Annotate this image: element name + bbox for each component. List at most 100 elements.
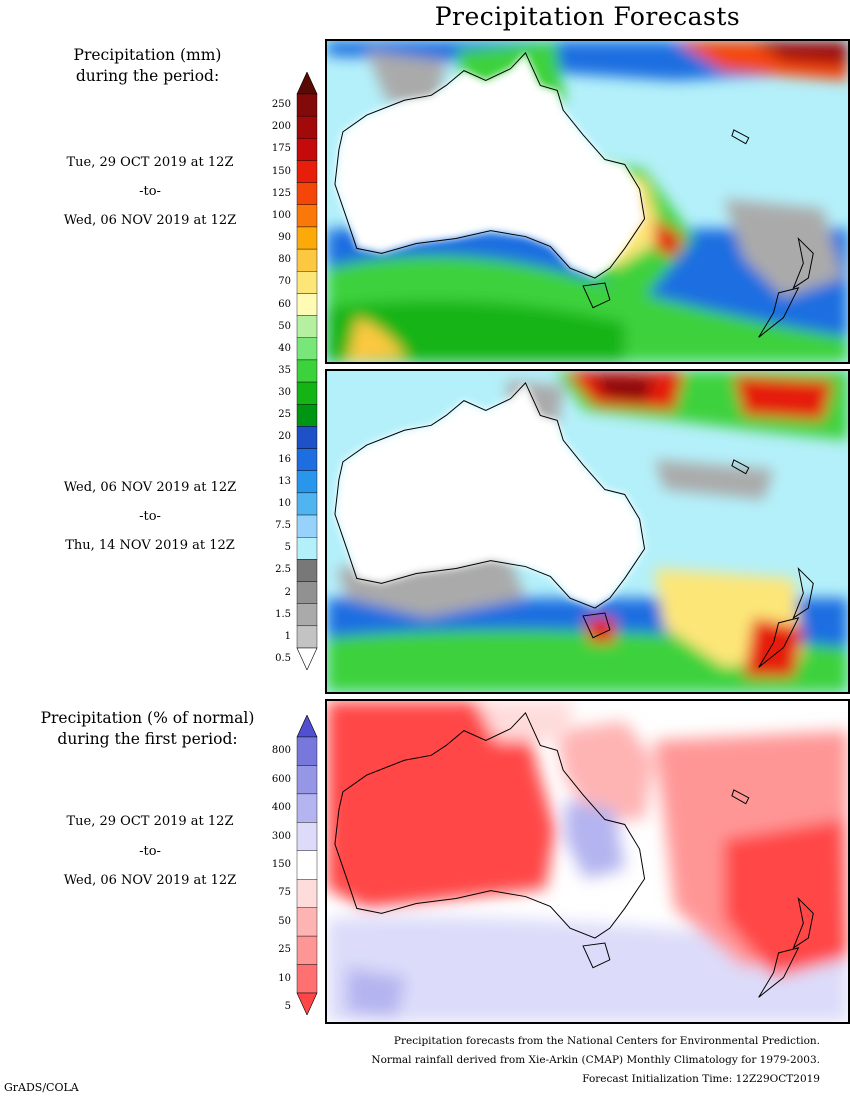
panel2-end-date: Thu, 14 NOV 2019 at 12Z — [65, 538, 235, 553]
pct-colorbar-bottom-triangle — [296, 992, 318, 1015]
pct-colorbar-segment — [296, 736, 318, 766]
mm-colorbar-segment — [296, 581, 318, 604]
panel1-heading: Precipitation (mm) during the period: — [25, 45, 270, 87]
mm-colorbar-label: 40 — [278, 342, 291, 354]
panel3-heading-line1: Precipitation (% of normal) — [40, 709, 255, 727]
mm-colorbar-segment — [296, 625, 318, 649]
panel3-to: -to- — [139, 844, 161, 859]
mm-colorbar-segment — [296, 160, 318, 183]
software-credit: GrADS/COLA — [4, 1081, 79, 1094]
mm-colorbar-segment — [296, 204, 318, 228]
mm-colorbar-segment — [296, 138, 318, 161]
pct-colorbar-label: 50 — [278, 915, 291, 927]
pct-colorbar-label: 150 — [271, 859, 291, 870]
mm-colorbar-segment — [296, 293, 318, 316]
pct-colorbar-segment — [296, 964, 318, 994]
panel1-heading-line1: Precipitation (mm) — [73, 46, 222, 64]
mm-colorbar-segment — [296, 603, 318, 627]
mm-colorbar-segment — [296, 514, 318, 538]
pct-colorbar-label: 800 — [271, 745, 291, 757]
mm-colorbar-label: 16 — [278, 453, 291, 465]
pct-colorbar-segment — [296, 793, 318, 823]
panel1-end-date: Wed, 06 NOV 2019 at 12Z — [63, 213, 237, 228]
mm-colorbar-label: 25 — [278, 409, 291, 421]
mm-colorbar-segment — [296, 381, 318, 405]
mm-colorbar-label: 100 — [271, 209, 291, 221]
pct-colorbar-label: 300 — [271, 830, 291, 842]
panel1-to: -to- — [139, 184, 161, 199]
mm-colorbar-label: 1 — [284, 630, 291, 642]
footer-line-1: Precipitation forecasts from the Nationa… — [393, 1035, 820, 1047]
pct-colorbar-segment — [296, 765, 318, 795]
precip-mm-colorbar-labels: 250 200 175 150 125 100 90 80 70 60 50 40 35 30 25 20 16… — [250, 72, 291, 670]
precip-pct-colorbar — [296, 715, 318, 1015]
mm-colorbar-label: 125 — [271, 187, 291, 199]
pct-colorbar-segment — [296, 879, 318, 908]
mm-colorbar-label: 1.5 — [275, 608, 291, 620]
precip-pct-colorbar-labels: 800 600 400 300 150 75 50 25 10 5 — [250, 715, 291, 1015]
mm-colorbar-label: 0.5 — [275, 653, 291, 665]
panel3-heading: Precipitation (% of normal) during the f… — [25, 708, 270, 750]
panel3-heading-line2: during the first period: — [57, 730, 238, 748]
pct-colorbar-label: 75 — [278, 887, 291, 899]
mm-colorbar-segment — [296, 404, 318, 427]
mm-colorbar-segment — [296, 426, 318, 449]
panel3-start-date: Tue, 29 OCT 2019 at 12Z — [66, 814, 234, 829]
pct-colorbar-segment — [296, 822, 318, 851]
mm-colorbar-segment — [296, 337, 318, 361]
pct-colorbar-label: 5 — [284, 1001, 291, 1013]
mm-colorbar-label: 200 — [271, 121, 291, 133]
mm-colorbar-segment — [296, 492, 318, 516]
footer-line-3: Forecast Initialization Time: 12Z29OCT20… — [582, 1073, 820, 1085]
mm-colorbar-label: 5 — [284, 542, 291, 554]
mm-colorbar-label: 7.5 — [275, 520, 291, 532]
mm-colorbar-segment — [296, 115, 318, 139]
mm-colorbar-segment — [296, 93, 318, 117]
mm-colorbar-label: 250 — [271, 99, 291, 111]
panel1-start-date: Tue, 29 OCT 2019 at 12Z — [66, 155, 234, 170]
page-title: Precipitation Forecasts — [434, 2, 741, 31]
map-panel-week2 — [325, 369, 850, 694]
mm-colorbar-label: 70 — [278, 276, 291, 288]
mm-colorbar-label: 20 — [278, 431, 291, 443]
pct-colorbar-label: 400 — [271, 802, 291, 814]
mm-colorbar-segment — [296, 470, 318, 494]
mm-colorbar-segment — [296, 182, 318, 205]
mm-colorbar-label: 13 — [278, 475, 291, 487]
panel2-start-date: Wed, 06 NOV 2019 at 12Z — [63, 480, 237, 495]
mm-colorbar-segment — [296, 315, 318, 338]
mm-colorbar-segment — [296, 448, 318, 471]
mm-colorbar-label: 50 — [278, 320, 291, 332]
panel1-heading-line2: during the period: — [75, 67, 220, 85]
precip-mm-colorbar — [296, 72, 318, 670]
mm-colorbar-label: 80 — [278, 254, 291, 266]
mm-colorbar-segment — [296, 226, 318, 250]
pct-colorbar-label: 25 — [278, 944, 291, 956]
pct-colorbar-label: 600 — [271, 773, 291, 785]
mm-colorbar-label: 35 — [278, 365, 291, 376]
footer-notes: Precipitation forecasts from the Nationa… — [371, 1032, 820, 1089]
mm-colorbar-segment — [296, 359, 318, 383]
pct-colorbar-segment — [296, 935, 318, 965]
mm-colorbar-segment — [296, 271, 318, 294]
map-panel-week1 — [325, 39, 850, 364]
panel2-to: -to- — [139, 509, 161, 524]
mm-colorbar-label: 30 — [278, 387, 291, 399]
mm-colorbar-bottom-triangle — [296, 647, 318, 670]
mm-colorbar-segment — [296, 537, 318, 560]
mm-colorbar-label: 150 — [271, 165, 291, 177]
mm-colorbar-top-triangle — [296, 72, 318, 95]
mm-colorbar-label: 2 — [284, 586, 291, 598]
mm-colorbar-label: 2.5 — [275, 564, 291, 576]
footer-line-2: Normal rainfall derived from Xie-Arkin (… — [371, 1054, 820, 1066]
mm-colorbar-label: 10 — [278, 497, 291, 509]
mm-colorbar-segment — [296, 248, 318, 272]
pct-colorbar-segment — [296, 850, 318, 880]
mm-colorbar-label: 60 — [278, 298, 291, 310]
mm-colorbar-segment — [296, 559, 318, 582]
mm-colorbar-label: 90 — [278, 232, 291, 244]
pct-colorbar-top-triangle — [296, 715, 318, 738]
panel3-end-date: Wed, 06 NOV 2019 at 12Z — [63, 873, 237, 888]
map-panel-percent-normal — [325, 699, 850, 1024]
mm-colorbar-label: 175 — [271, 143, 291, 155]
